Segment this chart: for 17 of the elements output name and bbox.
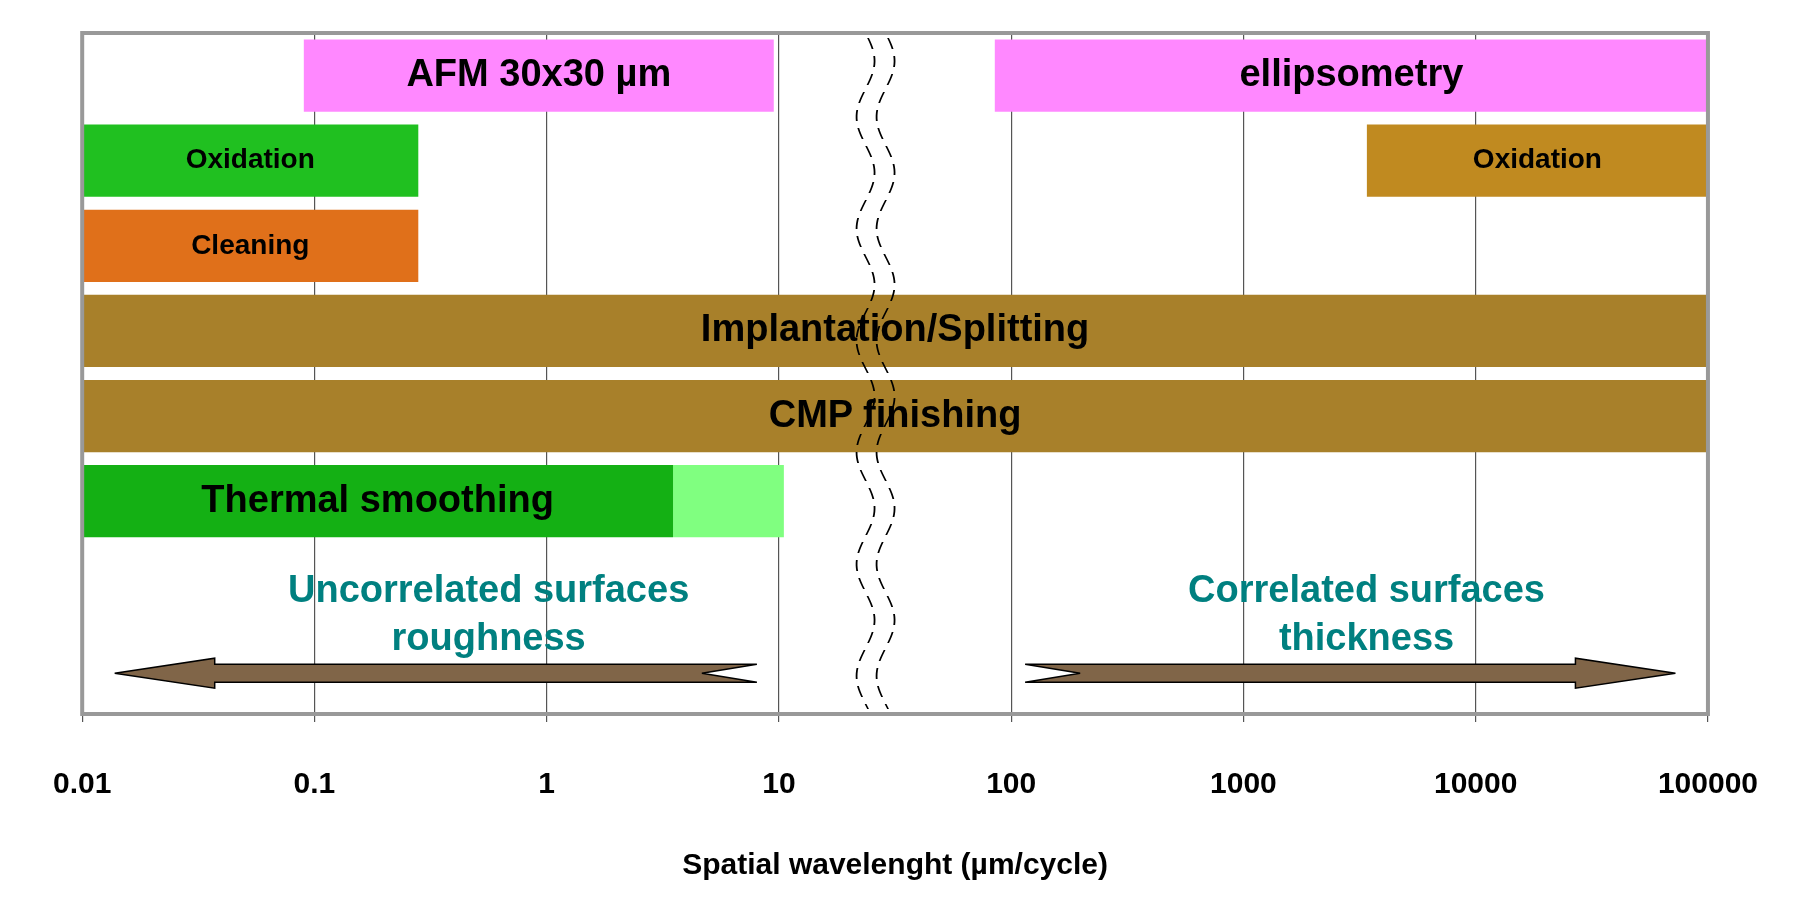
series-label: CMP finishing — [768, 392, 1022, 435]
x-tick-label: 100 — [986, 766, 1037, 800]
series-label: Cleaning — [191, 228, 310, 260]
series-label: Thermal smoothing — [201, 477, 554, 520]
x-tick-label: 1000 — [1210, 766, 1277, 800]
series-label: Oxidation — [1472, 143, 1602, 175]
x-tick-label: 10000 — [1433, 766, 1518, 800]
series-label: ellipsometry — [1239, 52, 1464, 95]
x-tick-label: 10 — [762, 766, 796, 800]
x-axis-title: Spatial wavelenght (µm/cycle) — [682, 847, 1108, 881]
series-label: Oxidation — [185, 143, 315, 175]
x-tick-label: 0.1 — [293, 766, 336, 800]
series-label: Implantation/Splitting — [700, 307, 1090, 350]
x-tick-label: 1 — [538, 766, 556, 800]
series-label: AFM 30x30 µm — [406, 52, 672, 95]
x-tick-label: 0.01 — [53, 766, 112, 800]
x-tick-label: 100000 — [1657, 766, 1758, 800]
